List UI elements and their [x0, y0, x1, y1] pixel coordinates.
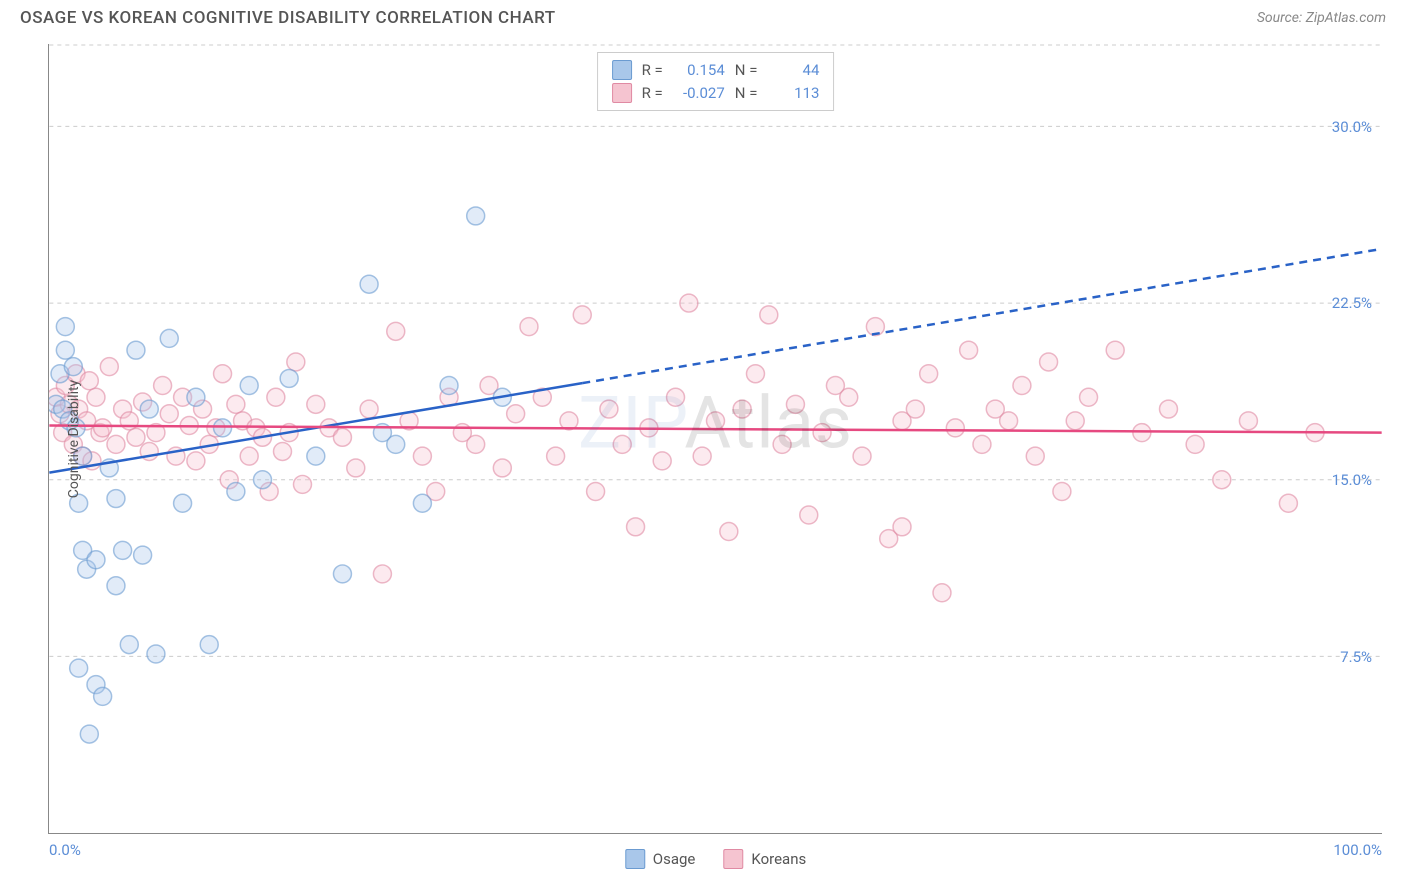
x-tick-label-100: 100.0%	[1333, 841, 1382, 859]
legend-stats-row-1: R = -0.027 N = 113	[612, 82, 820, 105]
n-value-0: 44	[767, 59, 819, 82]
r-value-0: 0.154	[673, 59, 725, 82]
legend-swatch-koreans	[612, 83, 632, 103]
chart-container: Cognitive Disability ZIPAtlas R = 0.154 …	[48, 44, 1382, 834]
bottom-legend: Osage Koreans	[625, 849, 806, 869]
bottom-legend-item-1: Koreans	[723, 849, 806, 869]
y-tick-label-30: 30.0%	[1332, 118, 1372, 136]
y-tick-label-7: 7.5%	[1340, 648, 1372, 666]
bottom-legend-label-0: Osage	[653, 850, 696, 868]
n-value-1: 113	[767, 82, 819, 105]
scatter-chart-svg	[49, 44, 1382, 833]
x-tick-label-0: 0.0%	[49, 841, 81, 859]
r-label-0: R =	[642, 59, 663, 82]
bottom-legend-label-1: Koreans	[751, 850, 806, 868]
bottom-swatch-koreans	[723, 849, 743, 869]
n-label-1: N =	[735, 82, 758, 105]
r-value-1: -0.027	[673, 82, 725, 105]
n-label-0: N =	[735, 59, 758, 82]
chart-title: OSAGE VS KOREAN COGNITIVE DISABILITY COR…	[20, 8, 556, 28]
legend-stats-row-0: R = 0.154 N = 44	[612, 59, 820, 82]
y-tick-label-22: 22.5%	[1332, 294, 1372, 312]
legend-stats-box: R = 0.154 N = 44 R = -0.027 N = 113	[597, 52, 835, 111]
legend-swatch-osage	[612, 60, 632, 80]
y-axis-title: Cognitive Disability	[66, 379, 82, 497]
bottom-swatch-osage	[625, 849, 645, 869]
header-row: OSAGE VS KOREAN COGNITIVE DISABILITY COR…	[0, 0, 1406, 32]
r-label-1: R =	[642, 82, 663, 105]
bottom-legend-item-0: Osage	[625, 849, 696, 869]
source-attribution: Source: ZipAtlas.com	[1257, 10, 1386, 26]
y-tick-label-15: 15.0%	[1332, 471, 1372, 489]
